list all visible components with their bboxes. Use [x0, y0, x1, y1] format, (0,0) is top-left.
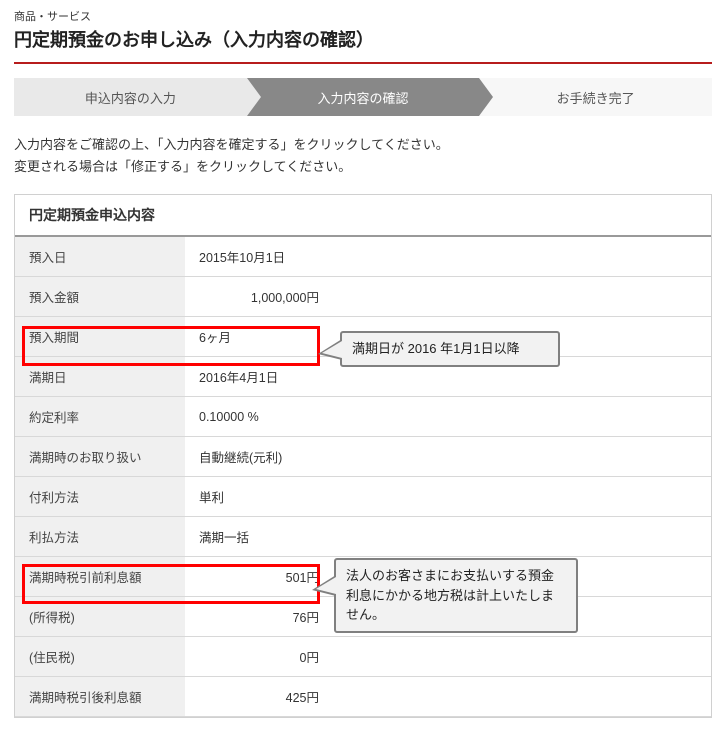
instructions-line2: 変更される場合は「修正する」をクリックしてください。	[14, 156, 712, 178]
row-deposit-date: 預入日 2015年10月1日	[15, 237, 711, 277]
row-interest-method: 付利方法 単利	[15, 477, 711, 517]
label-interest-method: 付利方法	[15, 477, 185, 517]
instructions: 入力内容をご確認の上、「入力内容を確定する」をクリックしてください。 変更される…	[14, 134, 712, 178]
progress-stepper: 申込内容の入力 入力内容の確認 お手続き完了	[14, 78, 712, 116]
row-deposit-amount: 預入金額 1,000,000円	[15, 277, 711, 317]
value-deposit-date: 2015年10月1日	[185, 237, 711, 277]
label-payment-method: 利払方法	[15, 517, 185, 557]
label-resident-tax: (住民税)	[15, 637, 185, 677]
value-interest-before-tax: 501円	[199, 567, 319, 586]
label-maturity-date: 満期日	[15, 357, 185, 397]
row-maturity-handling: 満期時のお取り扱い 自動継続(元利)	[15, 437, 711, 477]
row-interest-after-tax: 満期時税引後利息額 425円	[15, 677, 711, 717]
label-deposit-amount: 預入金額	[15, 277, 185, 317]
value-income-tax: 76円	[199, 607, 319, 626]
label-income-tax: (所得税)	[15, 597, 185, 637]
value-interest-rate: 0.10000 %	[185, 397, 711, 437]
title-underline	[14, 62, 712, 64]
label-deposit-term: 預入期間	[15, 317, 185, 357]
callout-maturity-date: 満期日が 2016 年1月1日以降	[340, 331, 560, 367]
page-title: 円定期預金のお申し込み（入力内容の確認）	[14, 26, 712, 62]
value-maturity-handling: 自動継続(元利)	[185, 437, 711, 477]
step-complete: お手続き完了	[479, 78, 712, 116]
confirmation-panel: 円定期預金申込内容 預入日 2015年10月1日 預入金額 1,000,000円…	[14, 194, 712, 718]
value-interest-method: 単利	[185, 477, 711, 517]
label-interest-after-tax: 満期時税引後利息額	[15, 677, 185, 717]
label-interest-before-tax: 満期時税引前利息額	[15, 557, 185, 597]
instructions-line1: 入力内容をご確認の上、「入力内容を確定する」をクリックしてください。	[14, 134, 712, 156]
value-resident-tax: 0円	[199, 647, 319, 666]
breadcrumb: 商品・サービス	[14, 8, 712, 24]
step-input: 申込内容の入力	[14, 78, 247, 116]
row-resident-tax: (住民税) 0円	[15, 637, 711, 677]
value-payment-method: 満期一括	[185, 517, 711, 557]
step-confirm: 入力内容の確認	[247, 78, 480, 116]
label-interest-rate: 約定利率	[15, 397, 185, 437]
detail-table: 預入日 2015年10月1日 預入金額 1,000,000円 預入期間 6ヶ月 …	[15, 237, 711, 717]
label-maturity-handling: 満期時のお取り扱い	[15, 437, 185, 477]
callout-resident-tax: 法人のお客さまにお支払いする預金利息にかかる地方税は計上いたしません。	[334, 558, 578, 633]
panel-title: 円定期預金申込内容	[15, 195, 711, 237]
value-interest-after-tax: 425円	[199, 687, 319, 706]
row-payment-method: 利払方法 満期一括	[15, 517, 711, 557]
label-deposit-date: 預入日	[15, 237, 185, 277]
value-deposit-amount: 1,000,000円	[199, 287, 319, 306]
row-interest-rate: 約定利率 0.10000 %	[15, 397, 711, 437]
